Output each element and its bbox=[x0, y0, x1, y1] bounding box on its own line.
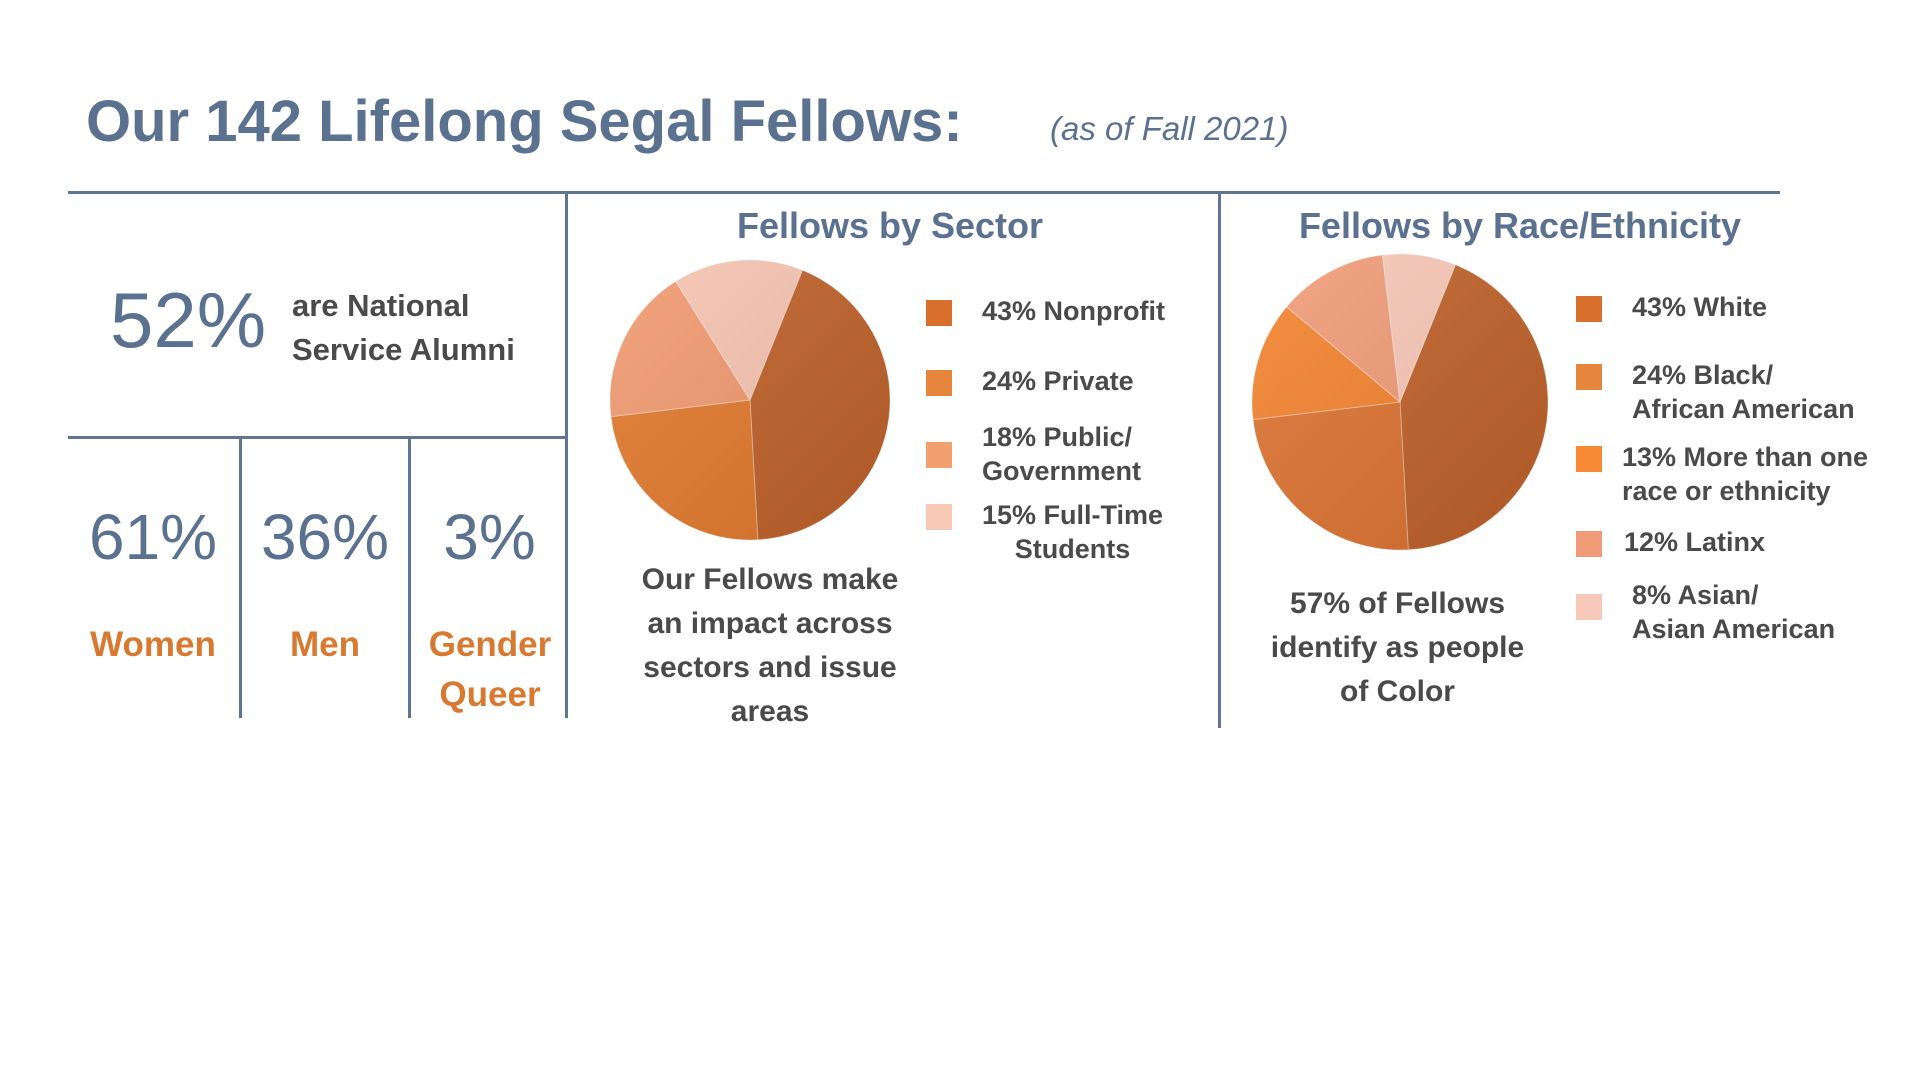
sector-legend-swatch bbox=[926, 370, 952, 396]
sector-legend-item: 15% Full-Time Students bbox=[926, 498, 1163, 566]
race-caption: 57% of Fellows identify as people of Col… bbox=[1270, 587, 1525, 708]
race-legend-label: 13% More than one race or ethnicity bbox=[1622, 442, 1869, 506]
race-legend-swatch bbox=[1576, 531, 1602, 557]
sector-legend-label: 43% Nonprofit bbox=[982, 296, 1166, 326]
race-legend-label: 12% Latinx bbox=[1624, 527, 1766, 557]
race-legend-item: 43% White bbox=[1576, 290, 1767, 324]
sector-legend-label: 15% Full-Time Students bbox=[982, 500, 1164, 564]
gender-queer-percent: 3% bbox=[443, 501, 536, 573]
sector-legend-label: 18% Public/ Government bbox=[982, 422, 1142, 486]
race-legend-item: 12% Latinx bbox=[1576, 525, 1765, 559]
race-legend-label: 8% Asian/ Asian American bbox=[1632, 580, 1836, 644]
sector-legend-label: 24% Private bbox=[982, 366, 1134, 396]
women-percent: 61% bbox=[88, 501, 218, 573]
men-label: Men bbox=[290, 625, 360, 664]
divider-left-column bbox=[565, 193, 568, 718]
gender-divider-1 bbox=[239, 438, 242, 718]
race-legend-swatch bbox=[1576, 296, 1602, 322]
divider-right-column bbox=[1218, 193, 1221, 728]
race-legend-swatch bbox=[1576, 364, 1602, 390]
sector-legend-item: 18% Public/ Government bbox=[926, 420, 1141, 488]
sector-legend-item: 24% Private bbox=[926, 364, 1134, 398]
pie-shading bbox=[610, 260, 890, 540]
sector-legend-item: 43% Nonprofit bbox=[926, 294, 1165, 328]
women-label: Women bbox=[90, 625, 216, 664]
page-title: Our 142 Lifelong Segal Fellows: bbox=[86, 89, 963, 154]
pie-shading bbox=[1252, 254, 1548, 550]
national-service-percent: 52% bbox=[110, 276, 267, 364]
race-legend-item: 24% Black/ African American bbox=[1576, 358, 1855, 426]
race-legend-swatch bbox=[1576, 446, 1602, 472]
race-pie-chart bbox=[1251, 253, 1549, 551]
race-legend-item: 8% Asian/ Asian American bbox=[1576, 578, 1835, 646]
race-chart-title: Fellows by Race/Ethnicity bbox=[1298, 205, 1742, 246]
race-legend-label: 43% White bbox=[1632, 292, 1768, 322]
stats-divider bbox=[68, 436, 566, 439]
sector-pie-chart bbox=[609, 259, 891, 541]
gender-divider-2 bbox=[408, 438, 411, 718]
race-legend-label: 24% Black/ African American bbox=[1632, 360, 1855, 424]
gender-queer-label: Gender Queer bbox=[428, 625, 552, 714]
sector-caption: Our Fellows make an impact across sector… bbox=[641, 563, 899, 728]
national-service-text: are National Service Alumni bbox=[292, 288, 515, 367]
page-subtitle: (as of Fall 2021) bbox=[1050, 110, 1289, 147]
sector-legend-swatch bbox=[926, 504, 952, 530]
race-legend-swatch bbox=[1576, 594, 1602, 620]
sector-legend-swatch bbox=[926, 300, 952, 326]
header-divider bbox=[68, 191, 1780, 194]
sector-chart-title: Fellows by Sector bbox=[736, 205, 1044, 246]
sector-legend-swatch bbox=[926, 442, 952, 468]
race-legend-item: 13% More than one race or ethnicity bbox=[1576, 440, 1868, 508]
men-percent: 36% bbox=[260, 501, 390, 573]
